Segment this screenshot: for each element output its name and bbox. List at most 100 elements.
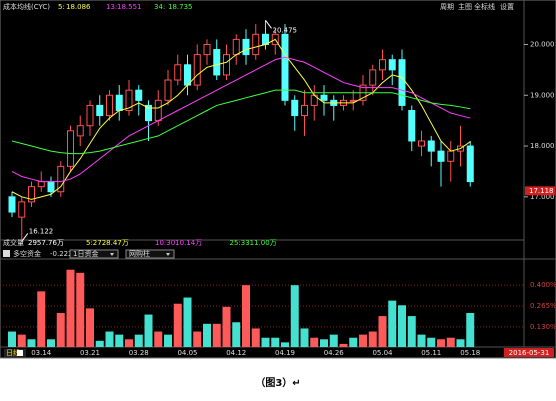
toolbar-button[interactable]: 主图 (458, 2, 472, 11)
bar (456, 339, 465, 347)
candle-body (349, 99, 357, 102)
candle-body (437, 150, 445, 162)
ma-name: 34: (154, 3, 165, 11)
candle-body (86, 104, 94, 127)
annotation-pointer (265, 20, 272, 29)
candle-body (193, 54, 201, 86)
ma-name: 5: (58, 3, 65, 11)
date-badge: 2016-05-31 (509, 349, 550, 357)
ma-line (11, 56, 471, 183)
ma-value: 18.086 (66, 3, 91, 11)
candle-body (115, 94, 123, 111)
dropdown-label[interactable]: 1日资金 (73, 249, 98, 258)
volume-stat: 25:3311.00万 (230, 239, 277, 247)
bar (310, 337, 319, 347)
candle-body (301, 104, 308, 117)
bar (251, 328, 260, 347)
candle-body (242, 38, 250, 56)
candle-body (252, 33, 260, 56)
toolbar-button[interactable]: 周期 (440, 3, 454, 11)
x-tick-label: 03.21 (80, 349, 100, 357)
candle-body (388, 59, 396, 71)
candle-body (47, 181, 55, 193)
candle-body (18, 201, 26, 218)
bar (95, 340, 104, 347)
volume-stat: 2957.76万 (28, 239, 64, 247)
dropdown-arrow[interactable] (166, 253, 170, 256)
volume-stat: 5:2728.47万 (86, 239, 129, 247)
candle-body (232, 38, 240, 56)
y-tick-label: 17.000 (530, 193, 555, 201)
y-tick-label: 18.000 (530, 142, 555, 150)
last-price: 17.118 (529, 187, 554, 195)
bar (8, 331, 16, 347)
bar (378, 316, 387, 347)
bar (37, 291, 46, 347)
period-icon (17, 350, 23, 356)
volume-stat: 10:3010.14万 (155, 239, 202, 247)
x-tick-label: 04.26 (324, 349, 345, 357)
bar (154, 331, 163, 347)
dropdown-label[interactable]: 网购柱 (129, 249, 150, 258)
last-price-bg (525, 186, 555, 196)
chart-frame (0, 0, 556, 359)
x-tick-label: 04.19 (275, 349, 295, 357)
candle-body (37, 181, 45, 188)
bar (261, 337, 270, 347)
bar (437, 339, 445, 347)
candle-body (223, 54, 230, 76)
bar (427, 337, 436, 347)
candle-body (320, 94, 328, 101)
toolbar-button[interactable]: 设置 (500, 2, 514, 11)
bar (466, 313, 475, 347)
candle-body (154, 99, 162, 122)
bar (144, 314, 153, 347)
bar (290, 285, 299, 347)
bar (125, 339, 133, 347)
bar (271, 337, 280, 347)
ma-value: 18.551 (117, 3, 142, 11)
panel-value: -0.222% (50, 250, 80, 258)
volume-label: 成交量 (3, 238, 24, 247)
candle-body (447, 150, 455, 162)
candle-body (418, 140, 425, 147)
dropdown-arrow[interactable] (110, 253, 114, 256)
candle-body (369, 69, 377, 86)
bar (173, 303, 182, 347)
bar (164, 334, 172, 347)
candle-body (466, 145, 474, 183)
x-tick-label: 05.11 (421, 349, 441, 357)
toolbar-button[interactable]: 全标线 (474, 2, 495, 11)
bar (66, 269, 75, 347)
x-tick-label: 03.14 (31, 349, 52, 357)
bar (27, 339, 36, 347)
bar (368, 331, 377, 347)
bar (76, 272, 85, 347)
date-badge-bg (504, 348, 554, 357)
period-label[interactable]: 日线 (6, 348, 20, 357)
bar (398, 305, 406, 347)
caption: （图3）↵ (255, 376, 300, 389)
candle-body (184, 64, 191, 86)
y-tick-label: 0.265% (530, 302, 556, 310)
bar (86, 308, 94, 347)
candle-body (398, 59, 406, 106)
candle-body (145, 104, 152, 122)
ma-name: 13: (106, 3, 117, 11)
bar (329, 334, 338, 347)
candle-body (427, 140, 435, 152)
bar (446, 337, 455, 347)
dropdown[interactable] (69, 249, 119, 259)
y-tick-label: 20.000 (530, 40, 555, 48)
x-tick-label: 05.18 (460, 349, 480, 357)
bar (388, 300, 397, 347)
panel-title: 多空资金 (13, 249, 41, 258)
annotation-pointer (21, 233, 29, 242)
x-tick-label: 04.12 (226, 349, 246, 357)
bar (359, 334, 367, 347)
dropdown[interactable] (125, 249, 175, 259)
period-box[interactable] (4, 349, 26, 357)
candle-body (164, 79, 172, 101)
candle-body (57, 165, 65, 193)
bar (417, 334, 426, 347)
